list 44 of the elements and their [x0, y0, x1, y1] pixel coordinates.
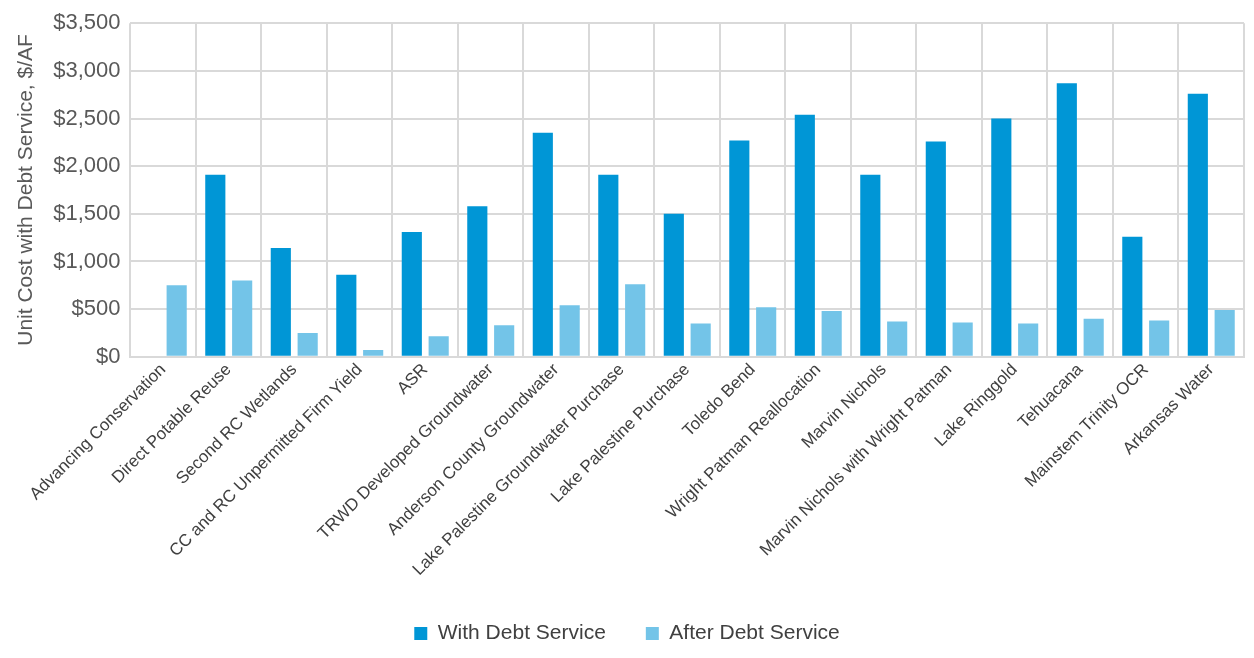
- bar: [663, 213, 684, 356]
- bar: [270, 248, 291, 356]
- y-tick-label: $1,500: [53, 199, 121, 225]
- y-axis-title: Unit Cost with Debt Service, $/AF: [13, 34, 37, 346]
- bar: [821, 311, 842, 356]
- bar: [598, 174, 619, 356]
- y-tick-label: $1,000: [53, 247, 121, 273]
- bar: [297, 332, 318, 356]
- bar: [625, 284, 646, 356]
- bar: [363, 350, 384, 356]
- bar: [1122, 236, 1143, 356]
- bar: [559, 305, 580, 356]
- y-tick-label: $500: [71, 295, 121, 321]
- legend-label: After Debt Service: [669, 620, 840, 644]
- bar: [1214, 310, 1235, 356]
- y-tick-label: $0: [96, 342, 121, 368]
- y-tick-label: $3,500: [53, 9, 121, 35]
- bar: [494, 325, 515, 356]
- bar: [401, 231, 422, 356]
- bar: [166, 285, 187, 356]
- bar: [428, 336, 449, 356]
- bar: [336, 274, 357, 356]
- bar: [1018, 323, 1039, 356]
- bar: [729, 140, 750, 356]
- bar: [1056, 83, 1077, 356]
- bar: [532, 132, 553, 356]
- legend-label: With Debt Service: [437, 620, 606, 644]
- bar: [756, 307, 777, 356]
- bar: [887, 321, 908, 356]
- bar: [232, 280, 253, 356]
- bar: [794, 114, 815, 356]
- bar: [690, 323, 711, 356]
- bar: [925, 141, 946, 356]
- bar: [205, 174, 226, 356]
- y-tick-label: $3,000: [53, 56, 121, 82]
- bar: [467, 206, 488, 356]
- y-tick-label: $2,500: [53, 104, 121, 130]
- bar: [860, 174, 881, 356]
- bar: [1187, 93, 1208, 356]
- bar: [1149, 320, 1170, 356]
- bar: [1083, 318, 1104, 356]
- y-tick-label: $2,000: [53, 152, 121, 178]
- bar: [991, 118, 1012, 356]
- bar: [952, 322, 973, 356]
